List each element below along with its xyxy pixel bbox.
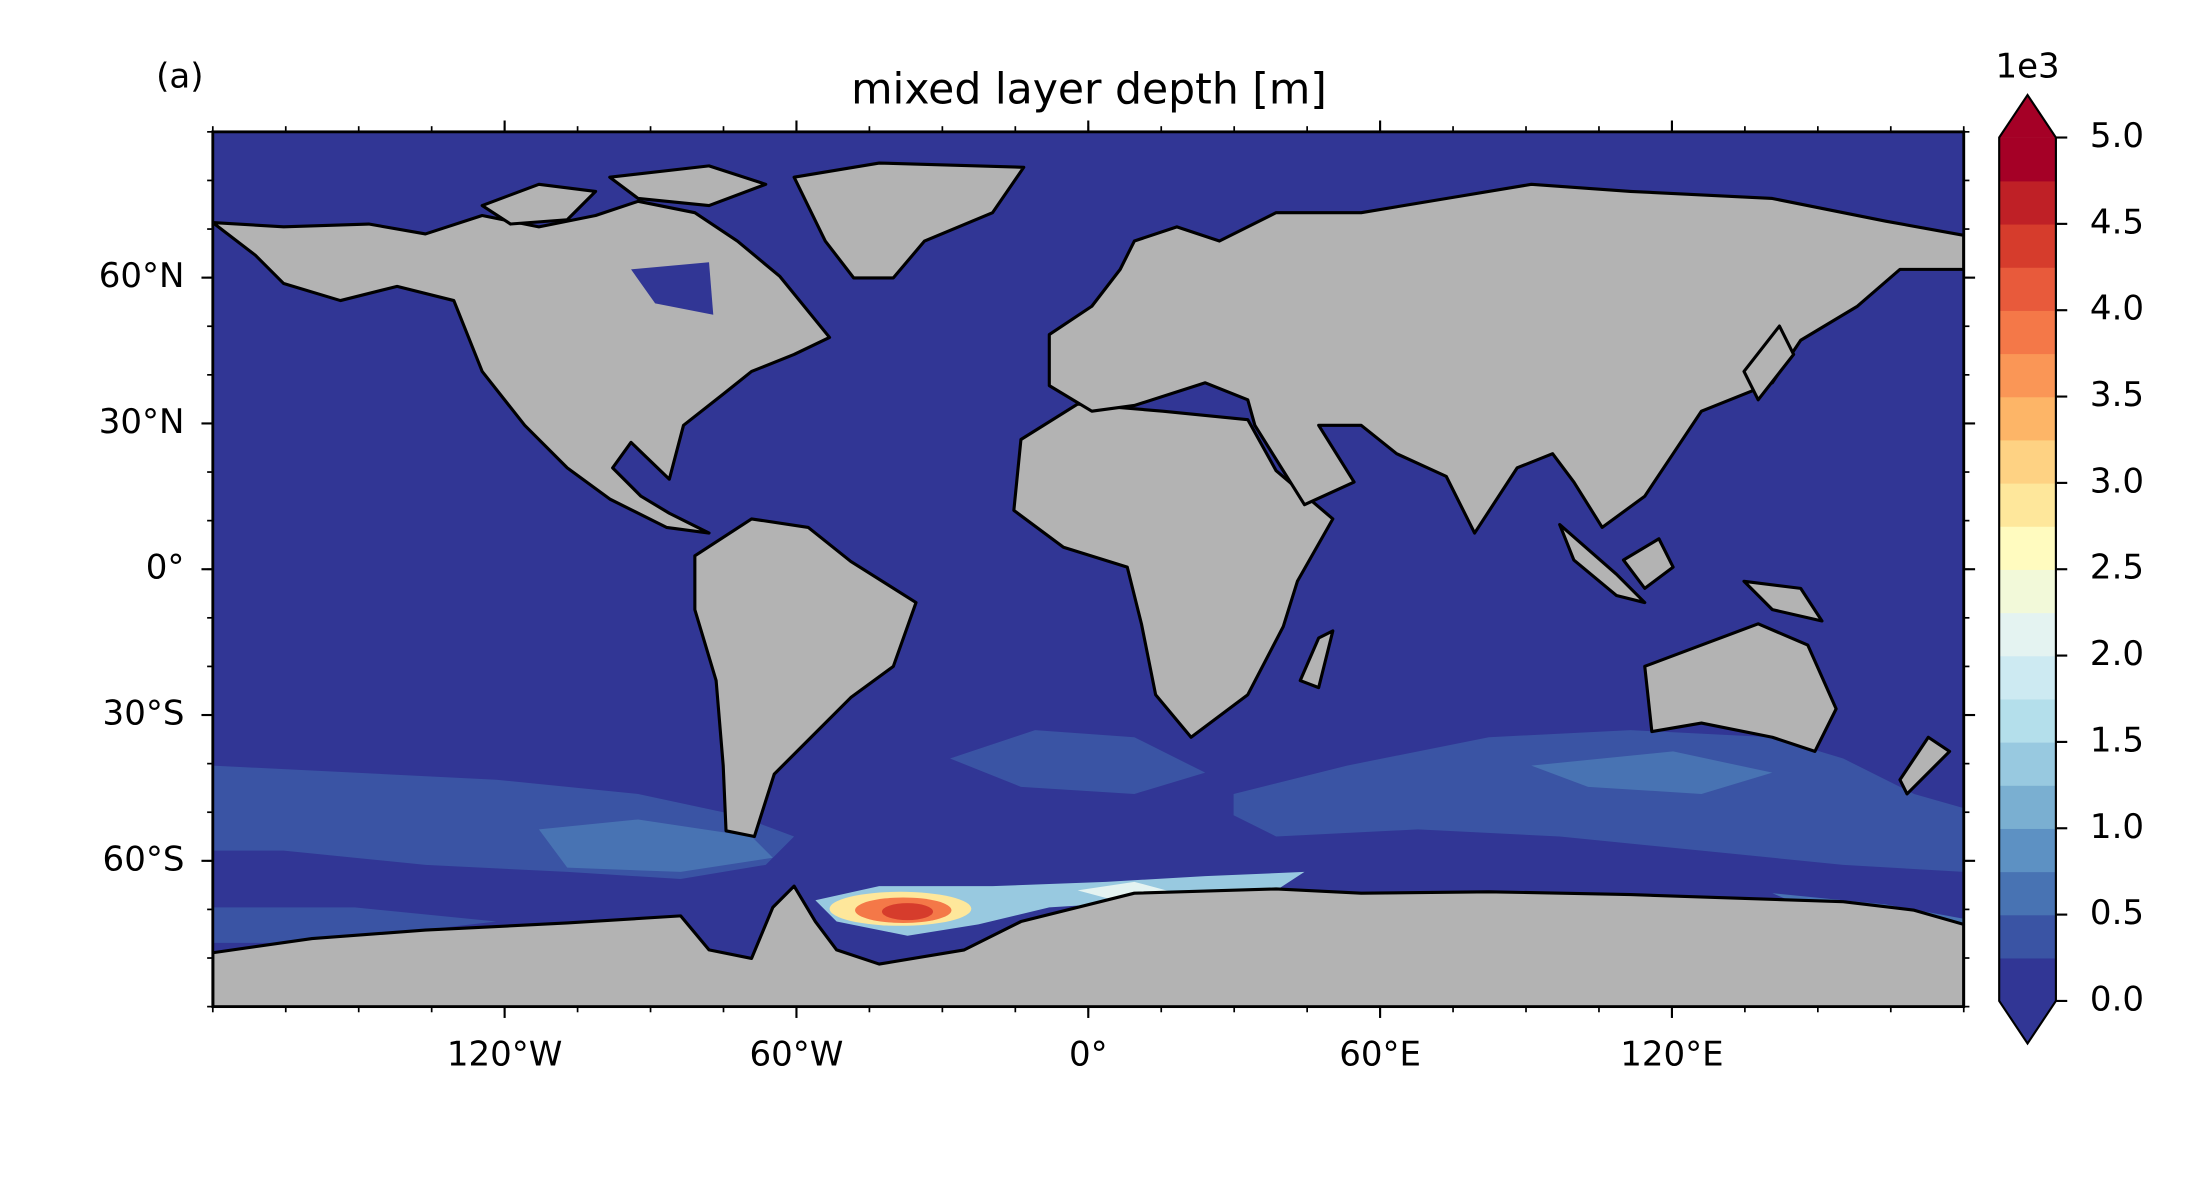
colorbar-tick-label: 1.0 (2090, 807, 2144, 847)
mld-band (538, 819, 773, 872)
greenland (792, 161, 1026, 280)
panel-label: (a) (156, 56, 203, 96)
mld-band (212, 907, 497, 943)
colorbar-tick-label: 0.0 (2090, 979, 2144, 1019)
colorbar-tick-label: 2.0 (2090, 634, 2144, 674)
africa (1012, 402, 1335, 739)
colorbar: 0.0 0.5 1.0 1.5 2.0 2.5 3.0 3.5 4.0 4.5 5.0 (1998, 93, 2144, 1046)
colorbar-extend-under (1999, 1000, 2056, 1044)
colorbar-level (1999, 569, 2056, 614)
colorbar-level (1999, 482, 2056, 527)
colorbar-level (1999, 267, 2056, 311)
axes: 120°W 60°W 0° 60°E 120°E 60°S 30°S 0° 30°N 60°N (99, 120, 1976, 1075)
south-america (693, 517, 918, 839)
map (212, 131, 1964, 1007)
mld-patch (881, 903, 934, 921)
colorbar-level (1999, 310, 2056, 355)
hudson-bay (631, 262, 714, 315)
colorbar-level (1999, 396, 2056, 441)
x-tick-label: 120°W (447, 1035, 563, 1075)
colorbar-level (1999, 223, 2056, 268)
x-tick-label: 60°E (1339, 1035, 1421, 1075)
colorbar-level (1999, 698, 2056, 743)
colorbar-level (1999, 741, 2056, 786)
continents (212, 161, 1964, 1007)
colorbar-level (1999, 655, 2056, 700)
new-guinea (1742, 579, 1824, 623)
colorbar-level (1999, 180, 2056, 225)
australia (1643, 622, 1838, 753)
colorbar-level (1999, 871, 2056, 916)
colorbar-tick-label: 2.5 (2090, 548, 2144, 588)
colorbar-label: 1e3 (1995, 47, 2059, 87)
japan (1742, 324, 1796, 402)
y-tick-label: 60°N (99, 256, 185, 296)
colorbar-extend-over (1999, 94, 2056, 138)
x-tick-label: 120°E (1620, 1035, 1723, 1075)
indonesia (1558, 523, 1647, 605)
colorbar-level (1999, 439, 2056, 484)
colorbar-level (1999, 828, 2056, 873)
x-tick-label: 60°W (749, 1035, 843, 1075)
colorbar-level (1999, 137, 2056, 182)
colorbar-level (1999, 785, 2056, 829)
eurasia (1047, 182, 1964, 535)
colorbar-level (1999, 526, 2056, 570)
y-tick-label: 30°S (103, 694, 185, 734)
arctic-island (608, 164, 768, 208)
colorbar-tick-label: 0.5 (2090, 893, 2144, 933)
new-zealand (1898, 735, 1952, 796)
mld-band (950, 730, 1206, 794)
borneo (1621, 537, 1675, 590)
colorbar-level (1999, 612, 2056, 657)
colorbar-tick-label: 3.0 (2090, 461, 2144, 501)
colorbar-tick-label: 4.0 (2090, 289, 2144, 329)
y-tick-label: 30°N (99, 402, 185, 442)
colorbar-tick-label: 4.5 (2090, 202, 2144, 242)
map-title: mixed layer depth [m] (851, 66, 1327, 115)
colorbar-level (1999, 353, 2056, 398)
y-tick-label: 60°S (103, 839, 185, 879)
arctic-island (480, 182, 598, 226)
colorbar-tick-label: 5.0 (2090, 116, 2144, 156)
madagascar (1298, 629, 1335, 690)
mld-band (1233, 730, 1964, 872)
colorbar-level (1999, 957, 2056, 1002)
colorbar-level (1999, 914, 2056, 959)
x-tick-label: 0° (1069, 1035, 1108, 1075)
y-tick-label: 0° (146, 548, 185, 588)
colorbar-tick-label: 1.5 (2090, 720, 2144, 760)
antarctica (212, 884, 1964, 1007)
colorbar-tick-label: 3.5 (2090, 375, 2144, 415)
mld-band (1531, 751, 1773, 794)
